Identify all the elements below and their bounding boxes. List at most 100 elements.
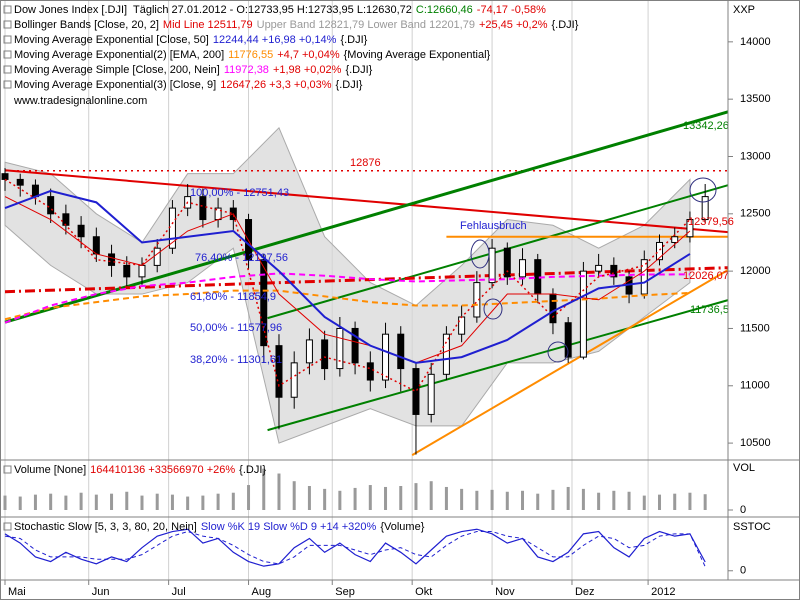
pattern-circles [470, 177, 717, 363]
legend-segment: {Moving Average Exponential} [344, 49, 491, 61]
legend-segment: Moving Average Exponential [Close, 50] [14, 34, 209, 46]
volume-bar [170, 494, 174, 510]
x-tick-label: Dez [575, 586, 595, 598]
volume-bar [247, 485, 251, 510]
volume-bar [155, 493, 159, 510]
legend-segment: {.DJI} [340, 34, 367, 46]
legend-segment: {.DJI} [336, 79, 363, 91]
legend-segment: Moving Average Exponential(3) [Close, 9] [14, 79, 216, 91]
volume-bar [125, 491, 129, 510]
candle-body [610, 264, 618, 278]
volume-bar [703, 494, 707, 510]
pattern-circle [547, 341, 569, 363]
y-tick-label: 12500 [740, 208, 771, 220]
legend-segment: 11776,55 [228, 49, 273, 61]
candle-body [397, 333, 405, 370]
bollinger-band [4, 126, 691, 444]
volume-bar [475, 490, 479, 510]
annotation: 76,40% - 12197,56 [195, 252, 288, 264]
volume-bar [323, 488, 327, 510]
legend-segment: Moving Average Simple [Close, 200, Nein] [14, 64, 220, 76]
annotation: 13342,26 [683, 120, 729, 132]
volume-bar [444, 486, 448, 510]
legend-line: Moving Average Exponential(2) [EMA, 200]… [14, 49, 491, 61]
y-tick-label: 11000 [740, 380, 770, 392]
candle-body [62, 213, 70, 226]
volume-bar [307, 486, 311, 510]
legend-segment: Upper Band 12821,79 Lower Band 12201,79 [257, 19, 475, 31]
candle-body [260, 259, 268, 347]
legend-segment: Volume [None] [14, 464, 86, 476]
candle-body [427, 373, 435, 415]
legend-line: Moving Average Exponential(3) [Close, 9]… [14, 79, 363, 91]
legend-segment: Dow Jones Index [.DJI] Täglich 27.01.201… [14, 4, 412, 16]
legend-icon [3, 65, 12, 74]
annotation: 12026,07 [683, 270, 729, 282]
volume-bar [231, 492, 235, 510]
volume-bar [581, 488, 585, 510]
volume-bar [460, 488, 464, 510]
candle-body [275, 345, 283, 398]
legend-icon [3, 5, 12, 14]
annotation: Fehlausbruch [460, 220, 527, 232]
candle-body [321, 339, 329, 370]
candle-body [16, 178, 24, 186]
pattern-circle [689, 177, 717, 203]
volume-bar [277, 473, 281, 510]
legend-line: Volume [None] 164410136 +33566970 +26% {.D… [14, 464, 266, 476]
candle-body [686, 219, 694, 238]
legend-icon [3, 522, 12, 531]
legend-icon [3, 80, 12, 89]
legend-segment: 11972,38 [224, 64, 269, 76]
candle-body [549, 293, 557, 324]
candle-body [290, 362, 298, 398]
volume-bar [64, 495, 68, 510]
candle-body [412, 368, 420, 415]
candle-body [92, 236, 100, 255]
candle-body [336, 327, 344, 370]
volume-bar [399, 486, 403, 510]
grid [4, 0, 733, 585]
candle-body [351, 327, 359, 364]
volume-bar [384, 486, 388, 510]
trend-line [4, 266, 729, 294]
legend-segment: Stochastic Slow [5, 3, 3, 80, 20, Nein] [14, 521, 197, 533]
legend-segment: Bollinger Bands [Close, 20, 2] [14, 19, 159, 31]
candle-body [656, 241, 664, 261]
trend-line [267, 184, 729, 320]
volume-bar [368, 485, 372, 510]
legend-segment: Mid Line 12511,79 [163, 19, 253, 31]
volume-bar [353, 487, 357, 510]
y-tick-label: 0 [740, 504, 746, 516]
indicator-line [4, 178, 691, 393]
legend-segment: 12647,26 +3,3 +0,03% [220, 79, 332, 91]
legend-segment: {.DJI} [345, 64, 372, 76]
volume-bar [612, 490, 616, 510]
legend-line: Moving Average Simple [Close, 200, Nein]… [14, 64, 373, 76]
marks [1, 110, 729, 567]
legend-segment: C:12660,46 [416, 4, 473, 16]
axis-label: VOL [733, 462, 755, 474]
volume-bar [3, 495, 7, 510]
y-tick-label: 13500 [740, 93, 771, 105]
volume-bar [201, 495, 205, 510]
candle-body [47, 196, 55, 215]
x-tick-label: Sep [335, 586, 355, 598]
legend-segment: Moving Average Exponential(2) [EMA, 200] [14, 49, 224, 61]
annotation: 11736,5 [690, 304, 729, 316]
candle-body [305, 339, 313, 364]
candle-body [1, 173, 9, 180]
volume-bar [18, 496, 22, 510]
volume-bar [597, 492, 601, 510]
candle-body [123, 264, 131, 278]
candle-body [366, 362, 374, 381]
volume-bar [566, 486, 570, 510]
annotation: 61,80% - 11854,9 [190, 291, 276, 303]
candle-body [671, 236, 679, 243]
volume-bar [79, 492, 83, 510]
candle-body [442, 333, 450, 375]
legend-segment: {Volume} [380, 521, 424, 533]
legend-line: Moving Average Exponential [Close, 50] 12… [14, 34, 368, 46]
volume-bar [186, 496, 190, 510]
